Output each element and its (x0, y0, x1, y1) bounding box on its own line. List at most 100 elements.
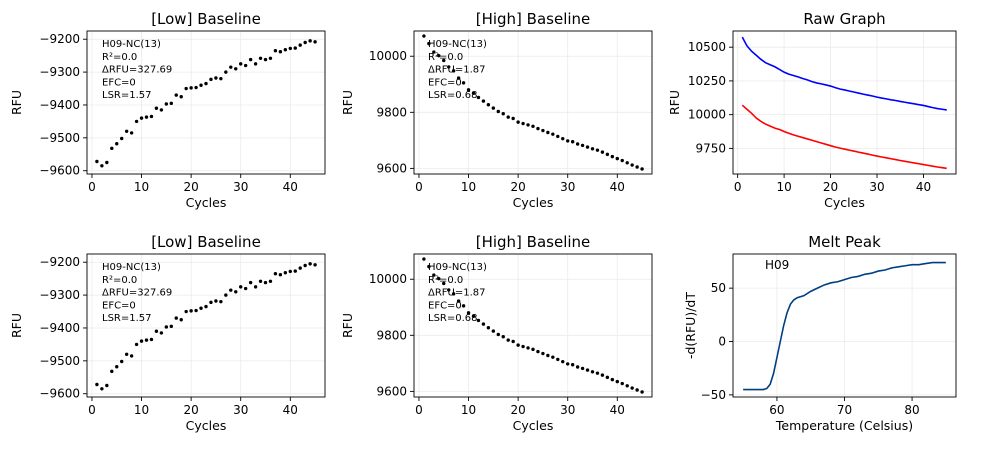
annotation-line: ΔRFU=327.69 (102, 65, 172, 76)
data-point (164, 325, 169, 329)
data-point (239, 285, 243, 289)
x-tick-label: 30 (560, 180, 575, 194)
data-point (273, 49, 278, 53)
plot-frame (732, 30, 957, 175)
x-tick-label: 10 (134, 403, 149, 417)
data-point (442, 58, 446, 63)
data-point (243, 63, 248, 68)
y-tick-label: 9750 (695, 141, 726, 155)
data-point (239, 62, 243, 66)
y-axis-label: RFU (340, 90, 355, 115)
x-tick-label: 20 (183, 403, 198, 417)
y-tick-label: 50 (711, 281, 726, 295)
data-point (496, 109, 500, 114)
data-point (139, 116, 144, 120)
data-point (224, 293, 228, 297)
data-point (471, 314, 476, 318)
data-point (486, 103, 491, 107)
data-point (551, 355, 555, 359)
annotation-line: H09-NC(13) (428, 262, 487, 273)
plot-frame (413, 253, 653, 398)
data-point (144, 115, 149, 119)
data-point (432, 50, 436, 54)
data-point (288, 269, 292, 274)
data-point (313, 263, 317, 267)
chart-title: Melt Peak (808, 233, 881, 251)
annotation-line: ΔRFU=1.87 (428, 288, 486, 299)
x-tick-label: 30 (233, 403, 248, 417)
data-point (124, 129, 129, 133)
data-point (115, 365, 119, 369)
data-point (461, 81, 466, 85)
data-point (283, 271, 288, 275)
data-point (546, 130, 550, 135)
x-tick-label: 0 (734, 180, 742, 194)
data-point (248, 280, 253, 285)
data-point (610, 377, 615, 382)
chart-panel-3: 0 10 20 30 40 9750 10000 10250 10500 Raw Graph Cyc… (667, 10, 957, 210)
data-point (541, 128, 545, 133)
annotation-line: EFC=0 (102, 300, 136, 311)
data-point (219, 299, 223, 304)
data-point (179, 318, 183, 322)
data-point (174, 316, 178, 320)
x-axis-label: Cycles (513, 195, 554, 210)
data-point (229, 288, 233, 292)
data-point (526, 123, 530, 127)
data-point (615, 379, 619, 384)
annotation-line: R²=0.0 (102, 275, 137, 286)
data-point (531, 124, 535, 129)
data-point (620, 381, 624, 386)
data-point (129, 131, 134, 135)
data-point (199, 83, 203, 87)
data-point (253, 285, 258, 289)
data-point (248, 57, 253, 62)
data-point (541, 351, 545, 356)
plot-frame (413, 30, 653, 175)
data-point (159, 108, 164, 112)
data-point (149, 337, 154, 342)
x-tick-label: 60 (769, 403, 784, 417)
data-point (451, 69, 456, 73)
data-point (481, 99, 486, 103)
data-point (179, 95, 183, 99)
data-point (199, 306, 203, 310)
series-line-1 (741, 36, 947, 111)
data-point (144, 338, 149, 342)
data-point (303, 263, 307, 268)
x-axis-label: Cycles (186, 418, 227, 433)
data-point (154, 329, 159, 333)
x-tick-label: 30 (233, 180, 248, 194)
y-tick-label: 10000 (688, 108, 726, 122)
data-point (427, 41, 431, 46)
data-point (590, 147, 595, 151)
data-point (154, 106, 159, 110)
data-point (486, 326, 491, 330)
x-tick-label: 20 (823, 180, 838, 194)
data-point (466, 311, 471, 315)
data-point (561, 136, 565, 141)
annotation-line: H09 (765, 258, 789, 272)
y-tick-label: 9800 (376, 105, 407, 119)
annotation-line: H09-NC(13) (102, 39, 161, 50)
y-tick-label: −9400 (39, 321, 80, 335)
data-point (575, 365, 580, 369)
data-point (605, 152, 610, 157)
data-point (278, 50, 283, 54)
y-tick-label: −9300 (39, 65, 80, 79)
data-point (313, 40, 317, 44)
data-point (501, 335, 505, 339)
series-line-2 (741, 104, 947, 170)
chart-panel-1: 0 10 20 30 40 −9600 −9500 −9400 −9300 −9200 [Low] … (9, 10, 326, 210)
data-point (566, 139, 570, 143)
data-point (615, 156, 619, 161)
data-point (531, 347, 535, 352)
data-point (585, 145, 590, 149)
data-point (214, 299, 218, 303)
plot-frame (86, 30, 326, 175)
annotation-line: R²=0.0 (428, 275, 463, 286)
data-point (298, 43, 302, 47)
x-tick-label: 40 (916, 180, 931, 194)
data-point (204, 304, 208, 309)
data-point (526, 346, 530, 350)
